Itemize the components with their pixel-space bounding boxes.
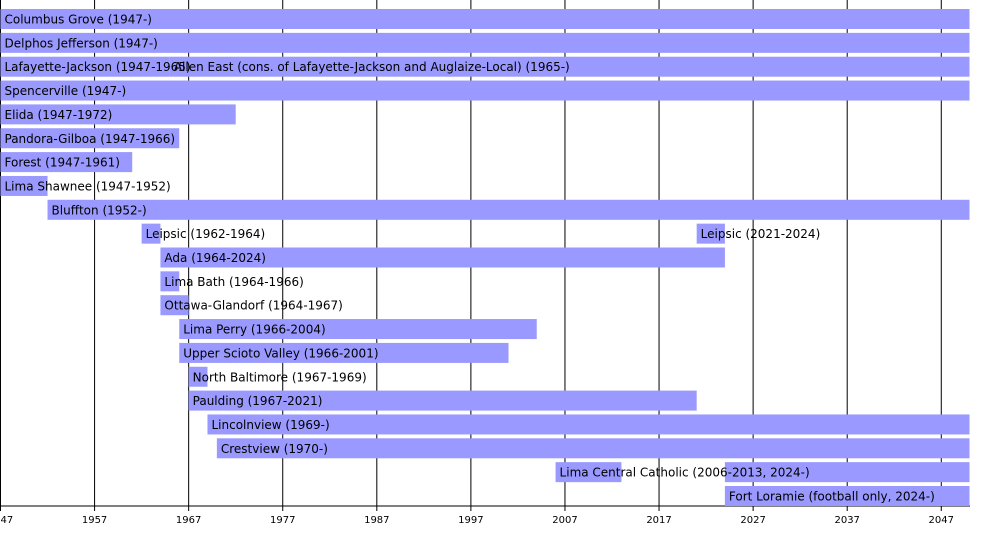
bar-label: Lincolnview (1969-) (211, 418, 329, 432)
bar-label: Spencerville (1947-) (5, 84, 127, 98)
bar-label: Ada (1964-2024) (164, 251, 266, 265)
x-tick-label: 2007 (552, 515, 577, 526)
timeline-bar (0, 104, 236, 125)
bar-label: North Baltimore (1967-1969) (193, 370, 367, 384)
timeline-bar (0, 128, 180, 149)
timeline-bar (0, 152, 133, 173)
timeline-bar (555, 462, 622, 483)
bar-label: Forest (1947-1961) (5, 156, 120, 170)
x-tick-label: 1977 (270, 515, 295, 526)
timeline-bar (207, 414, 970, 435)
x-tick-label: 1947 (0, 515, 13, 526)
bar-label: Lima Bath (1964-1966) (164, 275, 303, 289)
bar-label: Lima Central Catholic (2006-2013, 2024-) (560, 466, 810, 480)
bar-label: Leipsic (2021-2024) (701, 227, 821, 241)
timeline-bar (160, 271, 180, 292)
bar-label: Allen East (cons. of Lafayette-Jackson a… (174, 60, 570, 74)
bar-label: Paulding (1967-2021) (193, 394, 323, 408)
timeline-bar (169, 56, 970, 77)
timeline-bar (724, 486, 970, 506)
timeline-bar (724, 462, 970, 483)
timeline-bar (188, 366, 208, 387)
x-tick-label: 1997 (458, 515, 483, 526)
timeline-bar (0, 175, 48, 196)
timeline-bar (216, 438, 970, 459)
bar-label: Fort Loramie (football only, 2024-) (729, 490, 935, 504)
x-tick-label: 1967 (176, 515, 201, 526)
x-tick-label: 2037 (834, 515, 859, 526)
bar-label: Ottawa-Glandorf (1964-1967) (164, 299, 342, 313)
bar-label: Lima Perry (1966-2004) (183, 323, 325, 337)
timeline-bar (160, 247, 725, 268)
bar-label: Lafayette-Jackson (1947-1965) (5, 60, 191, 74)
timeline-bar (179, 319, 537, 340)
bar-label: Leipsic (1962-1964) (146, 227, 266, 241)
bar-label: Elida (1947-1972) (5, 108, 113, 122)
x-tick-label: 1957 (82, 515, 107, 526)
x-tick-label: 2047 (929, 515, 954, 526)
bar-label: Lima Shawnee (1947-1952) (5, 179, 171, 193)
timeline-bar (0, 32, 970, 53)
bar-label: Columbus Grove (1947-) (5, 13, 152, 27)
timeline-bar (188, 390, 697, 411)
bar-label: Delphos Jefferson (1947-) (5, 36, 158, 50)
timeline-bar (0, 56, 170, 77)
timeline-bar (696, 223, 725, 244)
timeline-bar (141, 223, 161, 244)
timeline-bar (0, 9, 970, 29)
bar-label: Pandora-Gilboa (1947-1966) (5, 132, 176, 146)
x-tick-label: 2027 (740, 515, 765, 526)
bar-label: Upper Scioto Valley (1966-2001) (183, 346, 378, 360)
timeline-bar (160, 295, 189, 316)
timeline-bar (0, 80, 970, 101)
timeline-bar (179, 342, 509, 363)
x-tick-label: 2017 (646, 515, 671, 526)
bar-label: Bluffton (1952-) (52, 203, 147, 217)
bar-label: Crestview (1970-) (221, 442, 328, 456)
timeline-bar (47, 199, 970, 220)
x-tick-label: 1987 (364, 515, 389, 526)
